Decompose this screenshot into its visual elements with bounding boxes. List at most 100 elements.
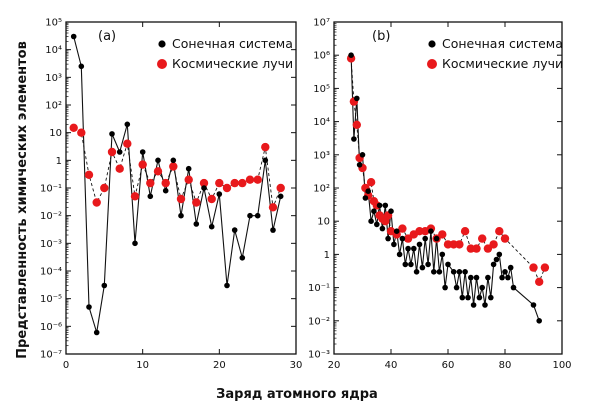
cosmic-data-point	[153, 167, 163, 176]
solar-data-point	[368, 218, 374, 224]
cosmic-data-point	[184, 175, 193, 184]
cosmic-data-point	[138, 160, 147, 169]
y-tick-label: 10⁻²	[40, 211, 62, 222]
panel-a-markers	[69, 33, 285, 336]
legend-b-cosmic-label: Космические лучи	[442, 56, 563, 71]
panel-a-legend: Сонечная система Космические лучи	[157, 36, 293, 71]
y-tick-label: 10⁻³	[308, 350, 330, 361]
solar-data-point	[201, 185, 207, 191]
solar-data-point	[411, 245, 417, 252]
y-tick-label: 10⁵	[45, 18, 62, 29]
solar-data-point	[485, 274, 491, 281]
solar-data-point	[78, 63, 85, 70]
y-tick-label: 10⁷	[313, 18, 330, 29]
solar-data-point	[101, 282, 108, 289]
solar-data-point	[348, 52, 354, 58]
cosmic-data-point	[192, 198, 201, 207]
solar-data-point	[490, 261, 497, 268]
solar-data-point	[262, 157, 269, 164]
solar-data-point	[216, 191, 223, 197]
solar-data-point	[109, 131, 115, 137]
solar-data-point	[436, 269, 443, 275]
y-tick-label: 10⁻⁴	[40, 267, 62, 278]
solar-data-point	[193, 221, 200, 227]
solar-data-point	[507, 264, 514, 271]
solar-data-point	[170, 157, 177, 164]
x-tick-label: 30	[290, 360, 303, 371]
x-tick-label: 20	[328, 360, 341, 371]
solar-data-point	[139, 149, 146, 155]
cosmic-data-point	[199, 178, 209, 188]
solar-data-point	[270, 227, 276, 233]
x-tick-label: 10	[136, 360, 149, 371]
cosmic-data-point	[77, 128, 86, 137]
panel-a-lines	[73, 36, 282, 333]
cosmic-data-point	[268, 203, 278, 212]
cosmic-data-point	[176, 194, 186, 204]
y-tick-label: 10⁻⁵	[40, 294, 62, 305]
solar-data-point	[479, 284, 486, 291]
x-tick-label: 20	[213, 360, 226, 371]
cosmic-data-point	[478, 234, 487, 243]
legend-b-solar-label: Сонечная система	[442, 36, 563, 51]
solar-data-point	[433, 235, 440, 242]
solar-data-point	[530, 302, 537, 308]
solar-data-point	[379, 225, 386, 232]
solar-data-point	[396, 251, 403, 258]
solar-data-point	[405, 245, 411, 252]
legend-a-cosmic-marker	[157, 59, 167, 69]
solar-series-line	[73, 36, 282, 333]
cosmic-data-point	[398, 224, 407, 233]
panel-b-markers	[346, 52, 550, 324]
solar-data-point	[502, 269, 508, 275]
solar-data-point	[162, 187, 169, 194]
cosmic-data-point	[540, 263, 550, 272]
solar-data-point	[425, 261, 431, 268]
y-tick-label: 10⁻¹	[40, 184, 62, 195]
cosmic-data-point	[207, 194, 216, 204]
solar-data-point	[419, 264, 426, 271]
solar-data-point	[208, 223, 215, 230]
y-tick-label: 10⁵	[313, 84, 330, 95]
cosmic-data-point	[69, 123, 78, 132]
solar-data-point	[365, 188, 372, 194]
solar-data-point	[70, 33, 77, 40]
solar-data-point	[86, 304, 92, 310]
solar-data-point	[155, 157, 161, 164]
cosmic-data-point	[529, 263, 538, 272]
solar-data-point	[362, 195, 369, 201]
cosmic-data-point	[261, 142, 270, 152]
cosmic-data-point	[535, 277, 544, 286]
solar-data-point	[359, 152, 366, 158]
solar-data-point	[356, 162, 363, 168]
x-tick-label: 0	[63, 360, 69, 371]
cosmic-data-point	[352, 120, 361, 129]
y-tick-label: 10⁴	[313, 117, 330, 128]
solar-data-point	[473, 274, 480, 281]
y-tick-label: 10²	[45, 101, 62, 112]
panel-b-label: (b)	[372, 29, 390, 44]
y-tick-label: 10⁻⁷	[40, 350, 62, 361]
cosmic-data-point	[222, 183, 232, 193]
legend-b-solar-marker	[428, 40, 436, 48]
panel-a: (a) Сонечная система Космические лучи 10…	[40, 18, 302, 372]
solar-data-point	[482, 302, 488, 308]
cosmic-data-point	[215, 178, 224, 188]
solar-data-point	[376, 202, 383, 209]
y-tick-label: 10	[49, 128, 62, 139]
panel-a-ticks: 10⁵ 10⁴ 10³ 10² 10 1 10⁻¹ 10⁻² 10⁻³ 10⁻⁴ 10⁻⁵ 10⁻⁶ 1…	[40, 18, 302, 372]
solar-data-point	[465, 294, 471, 301]
y-tick-label: 10⁻²	[308, 316, 330, 327]
solar-data-point	[391, 241, 397, 248]
solar-data-point	[468, 274, 474, 281]
solar-data-point	[231, 227, 238, 233]
solar-data-point	[277, 193, 284, 200]
y-tick-label: 10⁻³	[40, 239, 62, 250]
solar-data-point	[116, 149, 123, 155]
cosmic-data-point	[366, 178, 376, 187]
solar-data-point	[388, 208, 394, 214]
cosmic-data-point	[489, 240, 498, 249]
panel-b-ticks: 10⁷ 10⁶ 10⁵ 10⁴ 10³ 10² 10 1 10⁻¹ 10⁻² 10⁻³20 40 60 8…	[308, 18, 572, 372]
panel-b: (b) Сонечная система Космические лучи 10…	[308, 18, 572, 372]
solar-data-point	[147, 193, 154, 200]
